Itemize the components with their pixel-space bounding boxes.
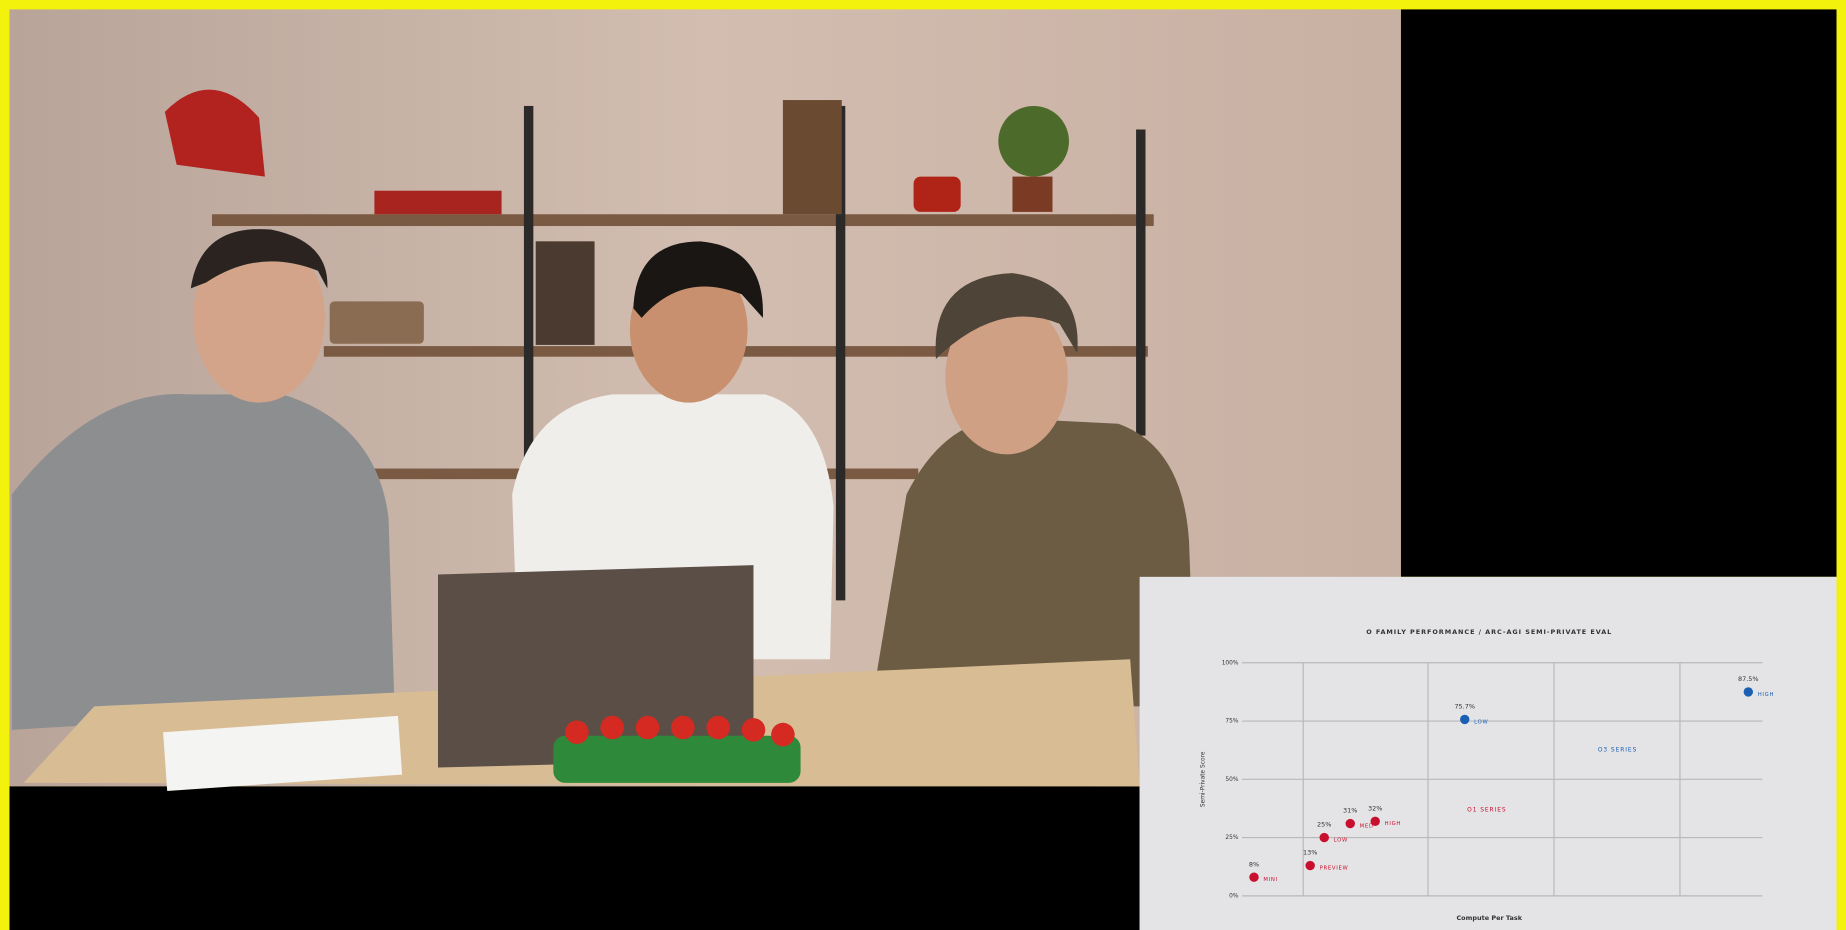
- region-label: O3 SERIES: [1598, 747, 1637, 753]
- value-label: 13%: [1303, 849, 1317, 857]
- y-axis-label: Semi-Private Score: [1201, 751, 1207, 807]
- point-label: PREVIEW: [1320, 865, 1349, 871]
- point-label: MINI: [1263, 877, 1277, 883]
- point-label: LOW: [1474, 719, 1488, 725]
- y-tick-label: 75%: [1225, 719, 1238, 725]
- point-label: MED: [1360, 823, 1374, 829]
- value-label: 8%: [1249, 860, 1259, 868]
- point: [1249, 873, 1258, 882]
- point-label: HIGH: [1385, 821, 1401, 827]
- point-label: HIGH: [1758, 692, 1774, 698]
- value-label: 25%: [1317, 821, 1331, 829]
- screen: O FAMILY PERFORMANCE / ARC-AGI SEMI-PRIV…: [0, 0, 1846, 930]
- point: [1320, 833, 1329, 842]
- y-tick-label: 100%: [1222, 660, 1239, 666]
- point: [1346, 819, 1355, 828]
- chart-title: O FAMILY PERFORMANCE / ARC-AGI SEMI-PRIV…: [1366, 628, 1612, 636]
- value-label: 32%: [1368, 804, 1382, 812]
- value-label: 87.5%: [1738, 675, 1759, 683]
- point: [1460, 715, 1469, 724]
- y-tick-label: 25%: [1225, 835, 1238, 841]
- point: [1371, 817, 1380, 826]
- region-label: O1 SERIES: [1467, 807, 1506, 813]
- point: [1305, 861, 1314, 870]
- value-label: 75.7%: [1454, 702, 1475, 710]
- point-label: LOW: [1334, 837, 1348, 843]
- value-label: 31%: [1343, 807, 1357, 815]
- point: [1744, 687, 1753, 696]
- y-tick-label: 50%: [1225, 777, 1238, 783]
- x-axis-label: Compute Per Task: [1456, 914, 1522, 922]
- y-tick-label: 0%: [1229, 893, 1239, 899]
- page: {"chart_data":{"type":"scatter", "title"…: [0, 0, 1846, 930]
